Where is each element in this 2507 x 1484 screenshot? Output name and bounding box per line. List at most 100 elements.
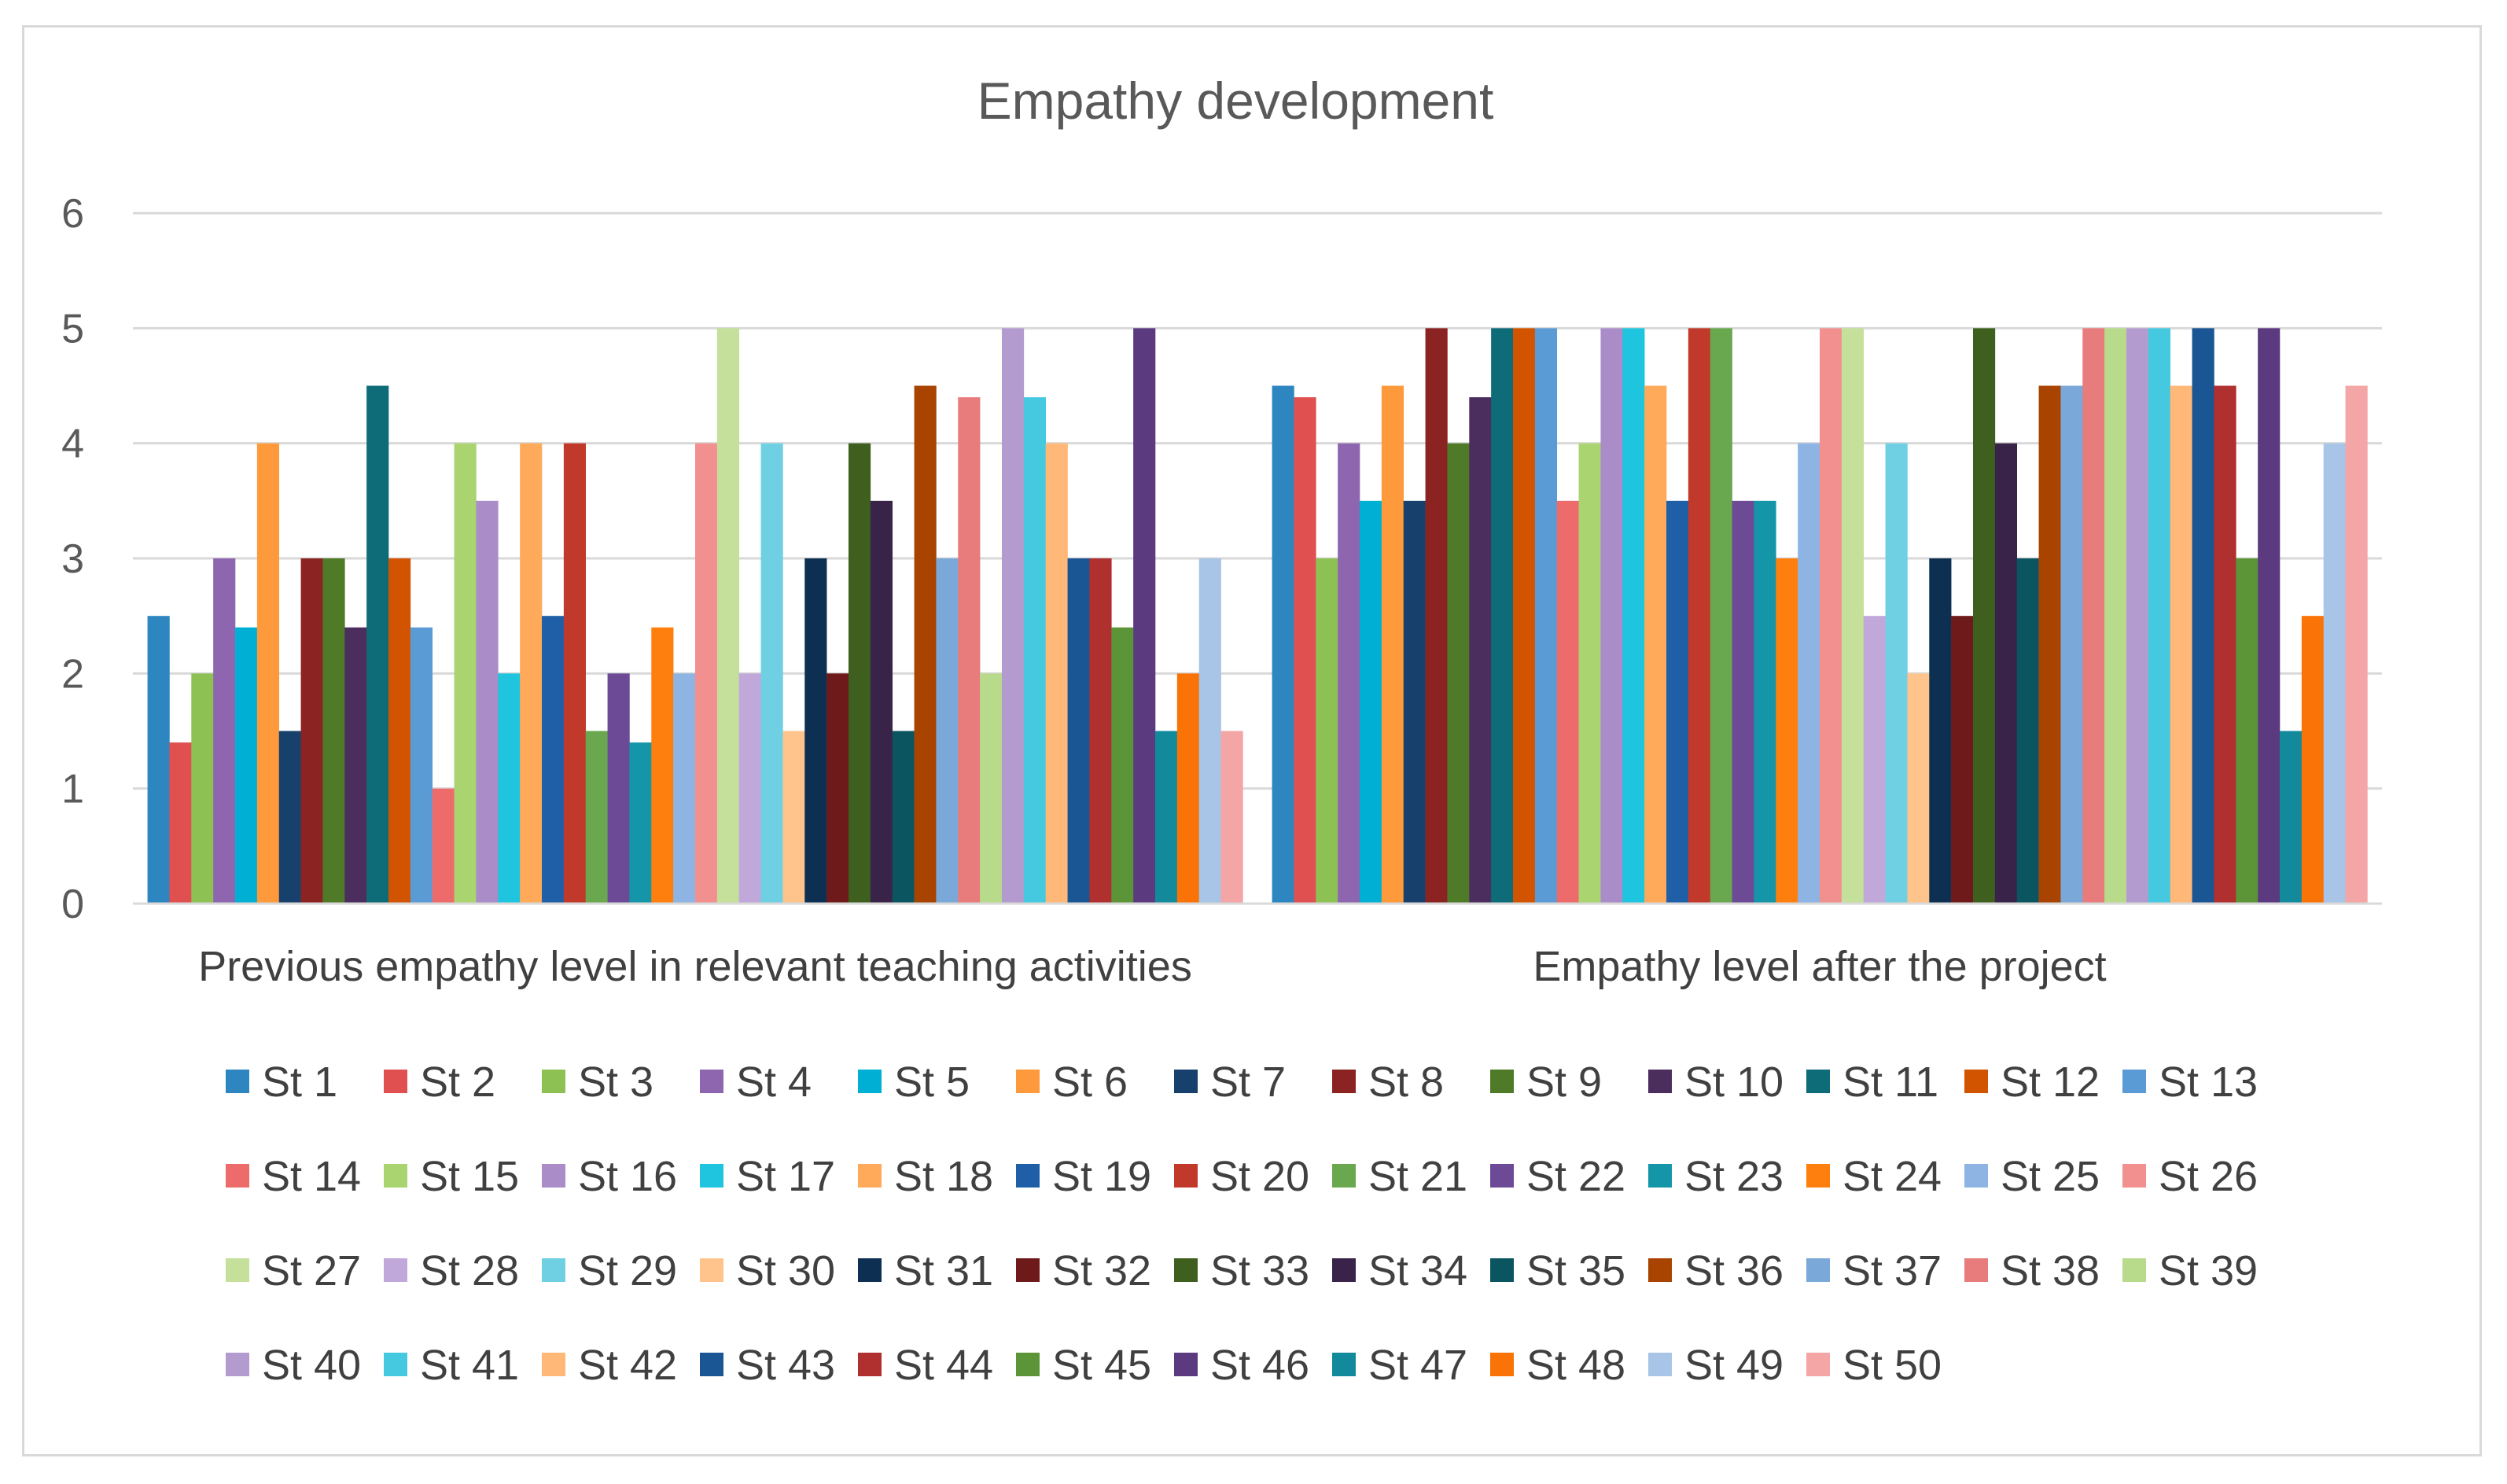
bar-st-43-cat2	[2192, 328, 2214, 904]
bar-st-17-cat2	[1622, 328, 1645, 904]
bars	[147, 328, 2368, 904]
legend-swatch	[2122, 1164, 2146, 1188]
bar-st-11-cat1	[366, 385, 389, 904]
legend-label: St 14	[262, 1153, 361, 1200]
bar-st-48-cat1	[1176, 673, 1199, 904]
bar-st-46-cat2	[2258, 328, 2281, 904]
bar-st-28-cat2	[1863, 616, 1886, 904]
bar-st-1-cat1	[147, 616, 170, 904]
y-axis-ticks: 0 1 2 3 4 5 6	[61, 191, 84, 927]
bar-st-13-cat1	[410, 627, 433, 904]
bar-st-9-cat1	[322, 558, 345, 904]
legend-entry: St 29	[542, 1247, 677, 1294]
legend-swatch	[1964, 1164, 1988, 1188]
legend-swatch	[1016, 1070, 1040, 1093]
legend-label: St 7	[1210, 1059, 1286, 1106]
legend-label: St 16	[578, 1153, 677, 1200]
y-tick-label: 6	[61, 191, 84, 237]
y-tick-label: 3	[61, 536, 84, 582]
bar-st-2-cat1	[169, 742, 192, 904]
legend-label: St 44	[894, 1342, 993, 1389]
legend-label: St 48	[1526, 1342, 1625, 1389]
bar-st-33-cat2	[1972, 328, 1996, 904]
bar-st-36-cat2	[2038, 385, 2061, 904]
legend-entry: St 43	[700, 1342, 835, 1389]
bar-st-35-cat2	[2016, 558, 2039, 904]
legend-label: St 38	[2001, 1247, 2100, 1294]
legend-entry: St 9	[1490, 1059, 1602, 1106]
chart: Empathy development 0 1 2 3 4 5 6 Previous emp…	[61, 72, 2382, 1389]
bar-st-36-cat1	[914, 385, 937, 904]
legend-label: St 24	[1843, 1153, 1942, 1200]
bar-st-22-cat1	[607, 673, 630, 904]
legend-entry: St 12	[1964, 1059, 2100, 1106]
bar-st-10-cat1	[344, 627, 367, 904]
legend-swatch	[1490, 1070, 1514, 1093]
bar-st-24-cat2	[1776, 558, 1798, 904]
bar-st-29-cat2	[1885, 443, 1908, 904]
bar-st-42-cat2	[2170, 385, 2192, 904]
legend-swatch	[226, 1070, 249, 1093]
legend-label: St 10	[1684, 1059, 1784, 1106]
legend-entry: St 39	[2122, 1247, 2258, 1294]
legend-entry: St 33	[1174, 1247, 1309, 1294]
category-labels: Previous empathy level in relevant teach…	[198, 943, 2107, 990]
bar-st-5-cat1	[235, 627, 258, 904]
legend-swatch	[1490, 1164, 1514, 1188]
legend-entry: St 45	[1016, 1342, 1151, 1389]
legend-swatch	[1016, 1258, 1040, 1282]
legend-entry: St 48	[1490, 1342, 1625, 1389]
legend-label: St 22	[1526, 1153, 1625, 1200]
legend-entry: St 41	[384, 1342, 519, 1389]
bar-st-22-cat2	[1732, 500, 1754, 904]
bar-st-16-cat1	[476, 500, 499, 904]
bar-st-45-cat1	[1111, 627, 1134, 904]
bar-st-15-cat2	[1578, 443, 1601, 904]
legend-entry: St 11	[1806, 1059, 1938, 1106]
bar-st-44-cat1	[1089, 558, 1112, 904]
legend-swatch	[384, 1353, 407, 1376]
bar-st-25-cat1	[673, 673, 696, 904]
legend-label: St 28	[420, 1247, 519, 1294]
bar-st-20-cat2	[1688, 328, 1711, 904]
legend-label: St 13	[2159, 1059, 2258, 1106]
legend: St 1 St 2 St 3 St 4 St 5 St 6 St 7 St 8 St 9 St 1…	[226, 1059, 2258, 1389]
legend-label: St 29	[578, 1247, 677, 1294]
bar-st-14-cat1	[432, 788, 455, 904]
legend-entry: St 25	[1964, 1153, 2100, 1200]
legend-entry: St 50	[1806, 1342, 1942, 1389]
legend-swatch	[1806, 1164, 1830, 1188]
legend-entry: St 2	[384, 1059, 495, 1106]
bar-st-37-cat1	[936, 558, 959, 904]
bar-st-3-cat1	[191, 673, 214, 904]
legend-label: St 18	[894, 1153, 993, 1200]
legend-entry: St 37	[1806, 1247, 1942, 1294]
legend-entry: St 42	[542, 1342, 677, 1389]
legend-label: St 11	[1843, 1059, 1938, 1106]
bar-st-20-cat1	[563, 443, 587, 904]
legend-swatch	[1016, 1353, 1040, 1376]
legend-entry: St 5	[858, 1059, 970, 1106]
legend-entry: St 8	[1332, 1059, 1444, 1106]
legend-label: St 21	[1368, 1153, 1467, 1200]
legend-swatch	[858, 1164, 882, 1188]
bar-st-47-cat1	[1154, 731, 1178, 904]
legend-entry: St 16	[542, 1153, 677, 1200]
legend-entry: St 38	[1964, 1247, 2100, 1294]
bar-st-42-cat1	[1045, 443, 1068, 904]
bar-st-30-cat1	[782, 731, 805, 904]
bar-st-49-cat1	[1198, 558, 1221, 904]
legend-label: St 4	[736, 1059, 812, 1106]
y-tick-label: 4	[61, 422, 84, 467]
legend-entry: St 35	[1490, 1247, 1625, 1294]
bar-st-49-cat2	[2323, 443, 2346, 904]
legend-entry: St 26	[2122, 1153, 2258, 1200]
legend-swatch	[1806, 1070, 1830, 1093]
bar-st-29-cat1	[760, 443, 783, 904]
bar-st-4-cat2	[1338, 443, 1360, 904]
bar-st-41-cat1	[1023, 397, 1047, 904]
bar-st-30-cat2	[1907, 673, 1930, 904]
bar-st-48-cat2	[2301, 616, 2324, 904]
legend-label: St 25	[2001, 1153, 2100, 1200]
bar-st-38-cat2	[2082, 328, 2105, 904]
